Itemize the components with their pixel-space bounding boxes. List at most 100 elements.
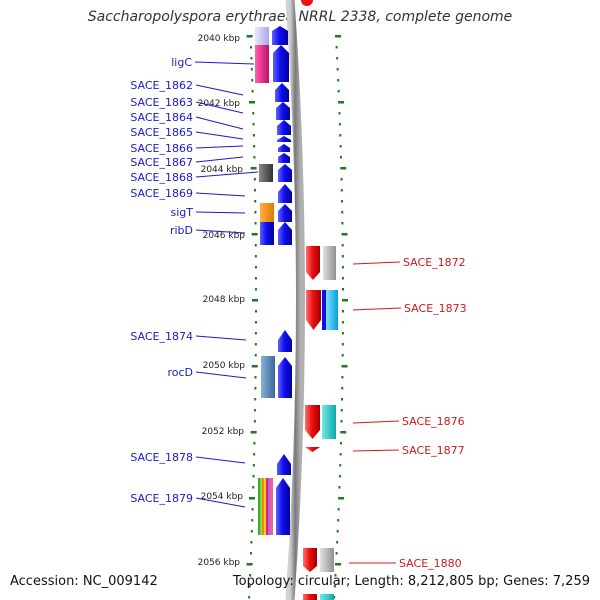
forward-genes [272, 26, 292, 535]
tick [341, 398, 344, 401]
gene-label-SACE_1864: SACE_1864 [130, 111, 193, 124]
top-marker [301, 0, 313, 6]
gene-arrow [272, 26, 288, 45]
label-connector [195, 456, 246, 464]
cog-box [255, 45, 269, 83]
tick [254, 211, 257, 214]
tick [254, 222, 257, 225]
gene-label-SACE_1867: SACE_1867 [130, 156, 193, 169]
label-connector [195, 497, 246, 508]
gene-label-SACE_1862: SACE_1862 [130, 79, 193, 92]
gene-arrow [273, 45, 289, 82]
tick [341, 233, 348, 236]
gene-label-SACE_1876: SACE_1876 [402, 415, 465, 428]
tick [341, 255, 344, 258]
gene-label-ligC: ligC [171, 56, 192, 69]
gene-label-SACE_1877: SACE_1877 [402, 444, 465, 457]
tick [254, 387, 257, 390]
tick [336, 68, 339, 71]
cog-box [260, 203, 274, 222]
tick-ring-right [333, 35, 348, 599]
tick [342, 299, 348, 302]
gene-arrow [306, 290, 321, 330]
label-connector [195, 371, 247, 379]
tick [341, 365, 348, 368]
gene-arrow [278, 144, 290, 152]
tick [333, 596, 336, 599]
tick [246, 35, 253, 38]
gene-arrow [278, 357, 292, 398]
genome-backbone [285, 0, 305, 600]
tick [338, 497, 345, 500]
tick [340, 178, 343, 181]
cog-box [261, 356, 275, 398]
gene-arrow [275, 83, 289, 102]
gene-arrow [305, 447, 320, 452]
gene-label-SACE_1869: SACE_1869 [130, 187, 193, 200]
scale-label: 2048 kbp [203, 295, 246, 305]
tick [335, 35, 342, 38]
tick [250, 46, 253, 49]
tick [254, 266, 257, 269]
label-connector [194, 61, 255, 65]
gene-label-SACE_1880: SACE_1880 [399, 557, 462, 570]
cog-box [320, 548, 334, 572]
label-connector [195, 145, 244, 149]
tick [250, 541, 253, 544]
tick [340, 189, 343, 192]
tick [250, 552, 253, 555]
gene-arrow [278, 204, 292, 222]
tick [339, 145, 342, 148]
gene-arrow [276, 478, 290, 535]
tick [341, 200, 344, 203]
tick [254, 244, 257, 247]
tick [251, 233, 258, 236]
tick [341, 222, 344, 225]
tick [252, 464, 255, 467]
label-connector [352, 261, 401, 265]
tick [334, 574, 337, 577]
cog-box [323, 246, 336, 280]
tick [252, 299, 258, 302]
tick [254, 277, 257, 280]
tick [254, 200, 257, 203]
tick [340, 409, 343, 412]
tick [337, 519, 340, 522]
gene-label-SACE_1878: SACE_1878 [130, 451, 193, 464]
tick [248, 101, 255, 104]
tick [254, 354, 257, 357]
tick [253, 145, 256, 148]
tick [340, 167, 347, 170]
tick [251, 365, 258, 368]
label-connector [195, 335, 247, 341]
tick [250, 431, 257, 434]
tick [339, 442, 342, 445]
scale-label: 2042 kbp [198, 99, 241, 109]
tick [252, 112, 255, 115]
label-connector [352, 307, 402, 311]
gene-arrow [278, 184, 292, 203]
tick [336, 530, 339, 533]
tick [252, 123, 255, 126]
tick [340, 420, 343, 423]
tick [335, 563, 342, 566]
scale-label: 2050 kbp [203, 361, 246, 371]
tick [252, 475, 255, 478]
tick [341, 310, 344, 313]
gene-label-SACE_1863: SACE_1863 [130, 96, 193, 109]
tick [338, 475, 341, 478]
gene-arrow [306, 246, 320, 280]
gene-label-SACE_1874: SACE_1874 [130, 330, 193, 343]
tick [336, 57, 339, 60]
tick [341, 211, 344, 214]
tick [252, 486, 255, 489]
label-connector [195, 192, 246, 197]
tick [341, 244, 344, 247]
tick [248, 585, 251, 588]
tick [341, 354, 344, 357]
tick [338, 123, 341, 126]
scale-labels: 2040 kbp 2042 kbp 2044 kbp 2046 kbp 2048 kbp… [198, 34, 246, 568]
label-connector [195, 131, 244, 140]
tick [341, 376, 344, 379]
